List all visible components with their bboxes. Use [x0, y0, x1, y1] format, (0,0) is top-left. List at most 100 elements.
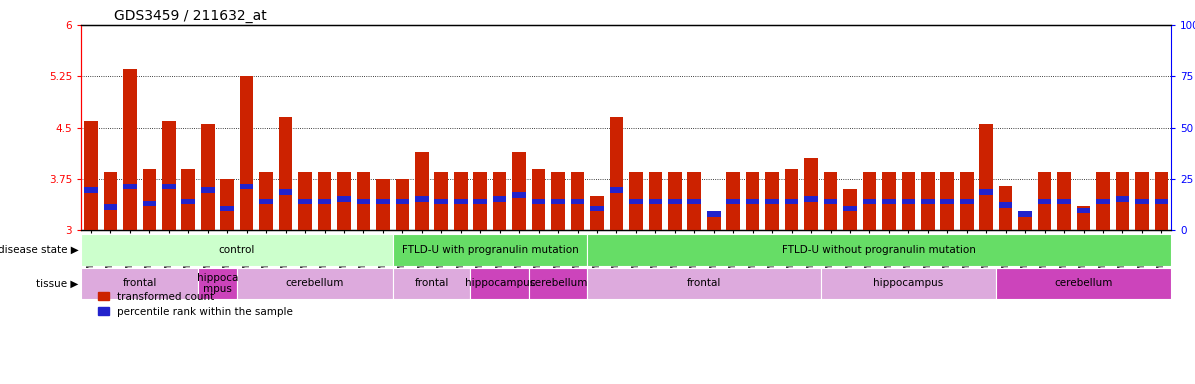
Bar — [299, 172, 312, 230]
Bar — [687, 172, 701, 230]
Bar — [81, 234, 393, 266]
Bar — [823, 199, 838, 204]
Bar — [182, 169, 195, 230]
Bar — [609, 187, 624, 193]
Bar — [1135, 199, 1148, 204]
Bar — [804, 159, 817, 230]
Bar — [999, 186, 1012, 230]
Bar — [337, 172, 351, 230]
Bar — [649, 172, 662, 230]
Bar — [142, 201, 157, 207]
Bar — [393, 268, 471, 299]
Bar — [746, 199, 760, 204]
Bar — [960, 199, 974, 204]
Bar — [590, 206, 603, 211]
Text: disease state ▶: disease state ▶ — [0, 245, 79, 255]
Bar — [999, 202, 1012, 208]
Bar — [707, 211, 721, 217]
Bar — [356, 199, 370, 204]
Bar — [435, 172, 448, 230]
Bar — [471, 268, 529, 299]
Bar — [727, 199, 740, 204]
Bar — [393, 234, 587, 266]
Bar — [163, 121, 176, 230]
Bar — [571, 172, 584, 230]
Bar — [1116, 196, 1129, 202]
Text: frontal: frontal — [122, 278, 157, 288]
Text: hippocampus: hippocampus — [465, 278, 535, 288]
Bar — [182, 199, 195, 204]
Text: FTLD-U without progranulin mutation: FTLD-U without progranulin mutation — [783, 245, 976, 255]
Bar — [765, 172, 779, 230]
Bar — [687, 199, 701, 204]
Bar — [376, 199, 390, 204]
Bar — [123, 184, 136, 189]
Bar — [259, 199, 272, 204]
Bar — [921, 199, 934, 204]
Bar — [473, 199, 488, 204]
Bar — [571, 199, 584, 204]
Bar — [901, 172, 915, 230]
Bar — [532, 169, 545, 230]
Bar — [104, 172, 117, 230]
Bar — [551, 172, 565, 230]
Bar — [435, 199, 448, 204]
Text: GDS3459 / 211632_at: GDS3459 / 211632_at — [114, 8, 266, 23]
Bar — [960, 172, 974, 230]
Bar — [220, 179, 234, 230]
Bar — [532, 199, 545, 204]
Bar — [1154, 172, 1169, 230]
Bar — [201, 187, 215, 193]
Bar — [590, 196, 603, 230]
Bar — [240, 76, 253, 230]
Bar — [492, 172, 507, 230]
Text: frontal: frontal — [687, 278, 722, 288]
Bar — [921, 172, 934, 230]
Bar — [587, 234, 1171, 266]
Bar — [1018, 211, 1032, 217]
Bar — [123, 70, 136, 230]
Bar — [492, 196, 507, 202]
Bar — [278, 118, 293, 230]
Bar — [1058, 172, 1071, 230]
Bar — [84, 187, 98, 193]
Bar — [823, 172, 838, 230]
Bar — [513, 192, 526, 197]
Text: cerebellum: cerebellum — [529, 278, 587, 288]
Bar — [668, 199, 681, 204]
Bar — [1096, 172, 1110, 230]
Legend: transformed count, percentile rank within the sample: transformed count, percentile rank withi… — [98, 292, 293, 317]
Bar — [376, 179, 390, 230]
Bar — [240, 184, 253, 189]
Text: FTLD-U with progranulin mutation: FTLD-U with progranulin mutation — [402, 245, 578, 255]
Bar — [629, 172, 643, 230]
Bar — [1116, 172, 1129, 230]
Bar — [804, 196, 817, 202]
Bar — [1077, 207, 1090, 230]
Bar — [980, 189, 993, 195]
Bar — [198, 268, 237, 299]
Text: cerebellum: cerebellum — [1054, 278, 1113, 288]
Bar — [84, 121, 98, 230]
Bar — [1058, 199, 1071, 204]
Bar — [201, 124, 215, 230]
Bar — [529, 268, 587, 299]
Bar — [1037, 199, 1052, 204]
Bar — [415, 152, 429, 230]
Bar — [844, 189, 857, 230]
Bar — [1077, 208, 1090, 213]
Bar — [415, 196, 429, 202]
Bar — [278, 189, 293, 195]
Bar — [940, 199, 954, 204]
Bar — [940, 172, 954, 230]
Bar — [337, 196, 351, 202]
Text: control: control — [219, 245, 256, 255]
Bar — [1096, 199, 1110, 204]
Text: hippocampus: hippocampus — [874, 278, 944, 288]
Bar — [609, 118, 624, 230]
Bar — [1037, 172, 1052, 230]
Bar — [587, 268, 821, 299]
Bar — [454, 199, 467, 204]
Bar — [81, 268, 198, 299]
Bar — [1154, 199, 1169, 204]
